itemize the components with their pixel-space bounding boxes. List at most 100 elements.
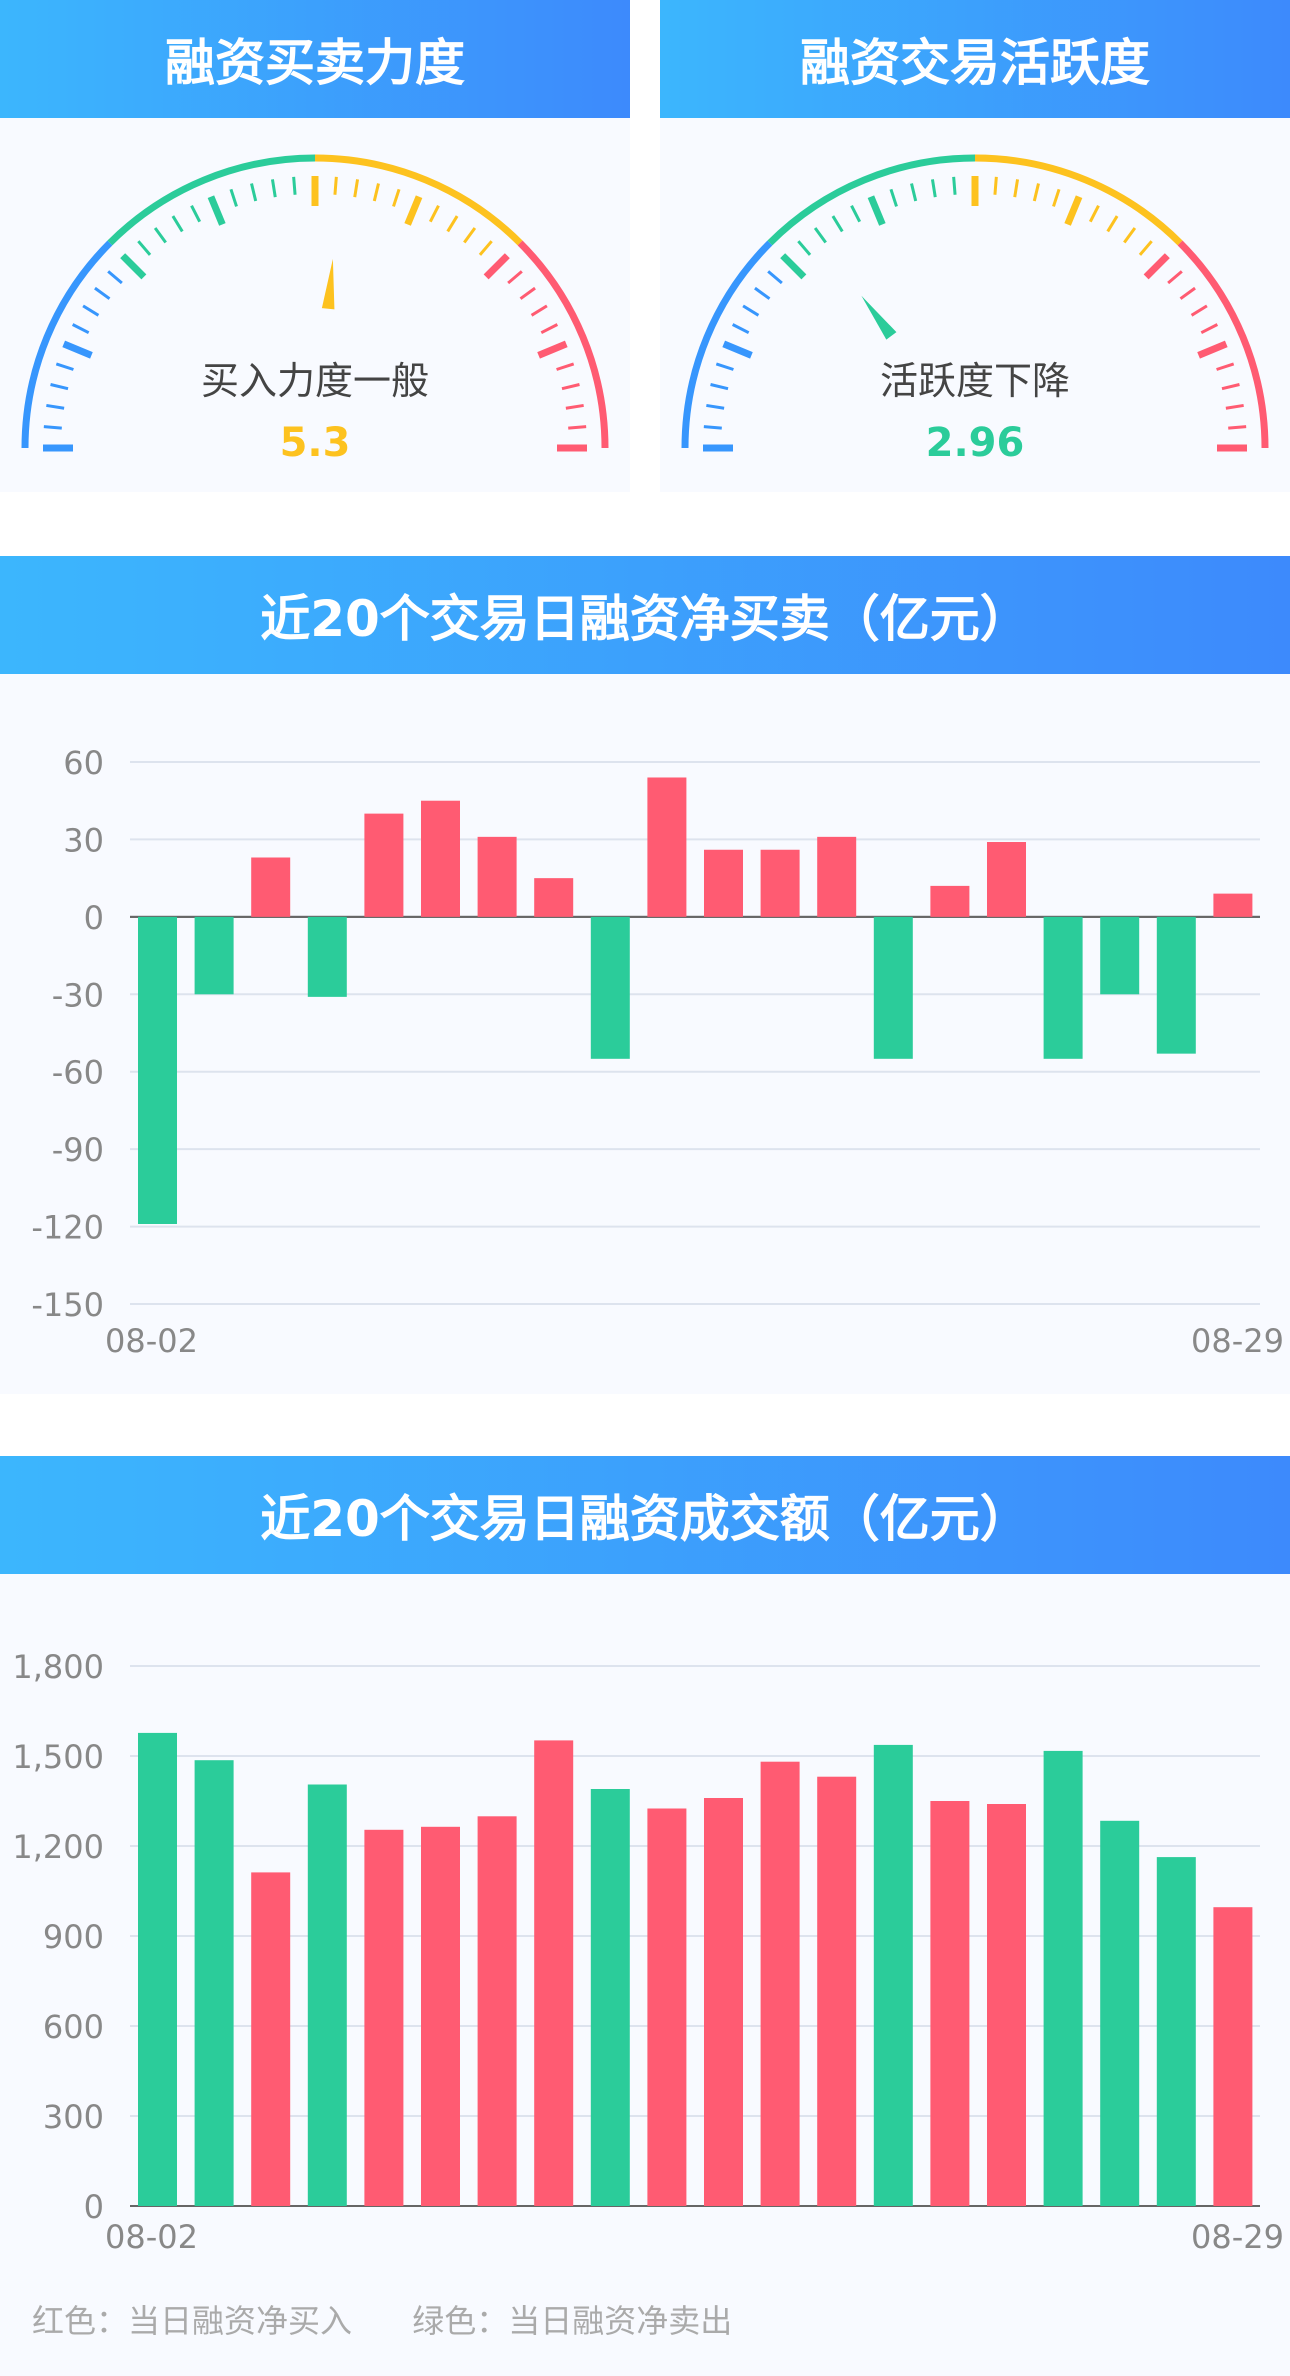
gauge-tick: [754, 286, 771, 300]
bar: [251, 857, 291, 917]
y-tick-label: 1,500: [12, 1738, 104, 1776]
bar: [647, 1808, 687, 2206]
gauge-tick: [715, 362, 734, 371]
gauge-tick: [813, 227, 827, 244]
gauge-tick: [742, 304, 760, 317]
gauge-buy-strength: 买入力度一般 5.3: [21, 154, 609, 466]
gauge-arc-segment: [21, 240, 113, 449]
gauge-arc-segment: [1177, 240, 1269, 449]
gauge-tick: [1123, 227, 1137, 244]
gauge-tick: [82, 304, 100, 317]
y-tick-label: 1,800: [12, 1648, 104, 1686]
gauge-tick: [561, 383, 580, 391]
volume-chart: 1,800 1,500 1,200 900 600 300 008-02 08-29: [12, 1648, 1284, 2256]
y-tick-label: -30: [52, 976, 104, 1014]
x-tick-label-first: 08-02: [105, 2218, 198, 2254]
bar: [1213, 893, 1253, 917]
gauge-tick: [1013, 179, 1020, 198]
bar: [930, 885, 970, 917]
gauge-needle: [861, 295, 897, 340]
bar: [477, 836, 517, 917]
gauge-tick: [207, 195, 226, 226]
gauge-tick: [229, 188, 238, 207]
gauge-panel-buy: 买入力度一般 5.3: [0, 118, 630, 492]
chart-title-net: 近20个交易日融资净买卖（亿元）: [0, 556, 1290, 674]
bar: [760, 1761, 800, 2206]
gauge-arc-segment: [107, 154, 316, 246]
bar: [1100, 1820, 1140, 2206]
y-tick-label: 30: [63, 821, 104, 859]
gauge-tick: [537, 340, 568, 359]
gauge-title-buy-strength: 融资买卖力度: [0, 0, 630, 118]
gauge-arc-segment: [767, 154, 976, 246]
gauge-tick: [1216, 362, 1235, 371]
gauge-tick: [1143, 253, 1170, 280]
gauge-tick: [565, 403, 584, 410]
gauge-tick: [50, 383, 69, 391]
gauge-label: 活跃度下降: [880, 359, 1070, 403]
gauge-tick: [428, 204, 440, 223]
bar: [1043, 916, 1083, 1059]
bar: [1100, 916, 1140, 995]
gauge-tick: [483, 253, 510, 280]
bar: [251, 1872, 291, 2206]
y-tick-label: -150: [31, 1286, 104, 1324]
bar: [987, 842, 1026, 917]
bar: [930, 1801, 970, 2206]
bar: [704, 849, 743, 917]
y-tick-label: 1,200: [12, 1828, 104, 1866]
gauge-tick: [519, 286, 536, 300]
bar: [364, 813, 404, 917]
bar: [534, 878, 574, 917]
gauge-tick: [1032, 183, 1040, 202]
gauge-tick: [478, 240, 493, 256]
gauge-tick: [706, 403, 725, 410]
gauge-tick: [556, 362, 575, 371]
bar: [1213, 1907, 1253, 2206]
bar: [364, 1829, 404, 2206]
gauge-tick: [1225, 403, 1244, 410]
gauge-tick: [250, 183, 258, 202]
gauge-tick: [404, 195, 423, 226]
gauge-tick: [731, 323, 750, 335]
bar: [421, 1826, 460, 2206]
gauge-label: 买入力度一般: [201, 359, 429, 403]
bar: [421, 800, 460, 917]
gauge-tick: [372, 183, 380, 202]
gauge-tick: [71, 323, 90, 335]
gauge-tick: [767, 270, 783, 285]
bar: [817, 836, 857, 917]
bar: [817, 1776, 857, 2206]
gauge-tick: [867, 195, 886, 226]
gauge-arc-segment: [517, 240, 609, 449]
gauge-tick: [94, 286, 111, 300]
y-tick-label: -60: [52, 1054, 104, 1092]
gauge-tick: [107, 270, 123, 285]
gauge-value: 2.96: [926, 420, 1025, 466]
gauge-tick: [831, 215, 844, 233]
gauge-tick: [137, 240, 152, 256]
bar: [194, 916, 234, 995]
bar: [307, 916, 347, 997]
bar: [647, 777, 687, 917]
gauge-tick: [333, 176, 338, 195]
gauge-tick: [1197, 340, 1228, 359]
gauge-tick: [568, 425, 587, 430]
gauge-arc-segment: [681, 240, 773, 449]
gauge-tick: [1190, 304, 1208, 317]
legend-green: 绿色：当日融资净卖出: [412, 2302, 733, 2340]
x-tick-label-last: 08-29: [1191, 1322, 1284, 1360]
gauge-tick: [930, 179, 937, 198]
y-tick-label: -120: [31, 1209, 104, 1247]
bar: [194, 1760, 234, 2206]
bar: [1156, 1857, 1196, 2206]
gauge-tick: [1179, 286, 1196, 300]
gauge-tick: [292, 176, 297, 195]
bar: [1043, 1750, 1083, 2206]
gauge-tick: [62, 340, 93, 359]
gauge-tick: [392, 188, 401, 207]
bar: [138, 1732, 177, 2206]
bar: [477, 1816, 517, 2206]
gauge-tick: [1167, 270, 1183, 285]
